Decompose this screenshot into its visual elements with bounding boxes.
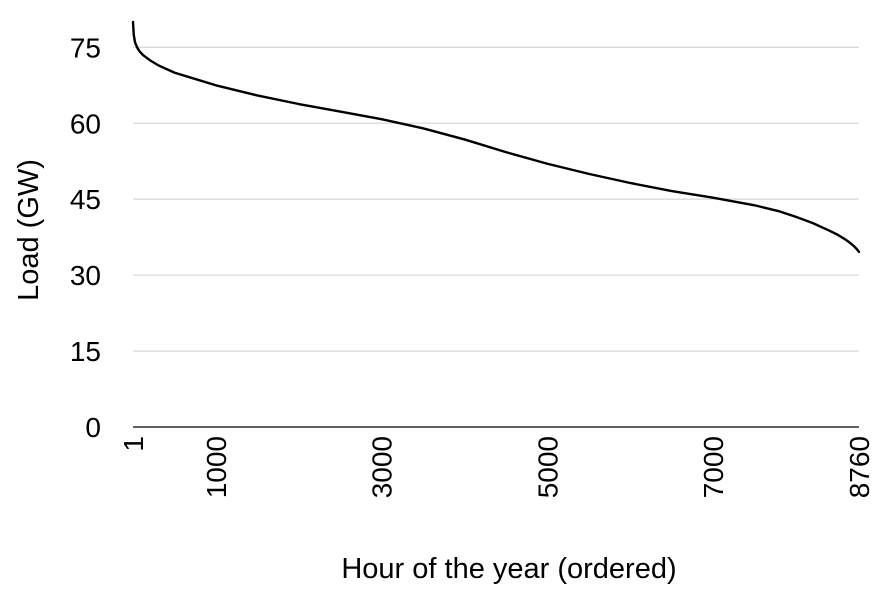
y-tick-label-75: 75 [70,32,101,63]
series-layer [131,20,861,254]
y-axis-title: Load (GW) [13,159,45,301]
load-duration-curve [131,20,861,254]
x-tick-label-1000: 1000 [201,436,232,498]
gridlines [133,46,859,428]
x-tick-label-3000: 3000 [367,436,398,498]
x-tick-label-8760: 8760 [844,436,875,498]
x-tick-label-7000: 7000 [698,436,729,498]
x-axis-tick-labels: 1 1000 3000 5000 7000 8760 [118,436,875,498]
x-tick-label-5000: 5000 [532,436,563,498]
y-tick-label-60: 60 [70,108,101,139]
y-tick-label-15: 15 [70,336,101,367]
y-tick-label-45: 45 [70,184,101,215]
y-tick-label-0: 0 [85,412,101,443]
x-axis-title: Hour of the year (ordered) [341,553,676,585]
y-axis-tick-labels: 0 15 30 45 60 75 [70,32,101,443]
x-tick-label-1: 1 [118,436,149,452]
y-tick-label-30: 30 [70,260,101,291]
